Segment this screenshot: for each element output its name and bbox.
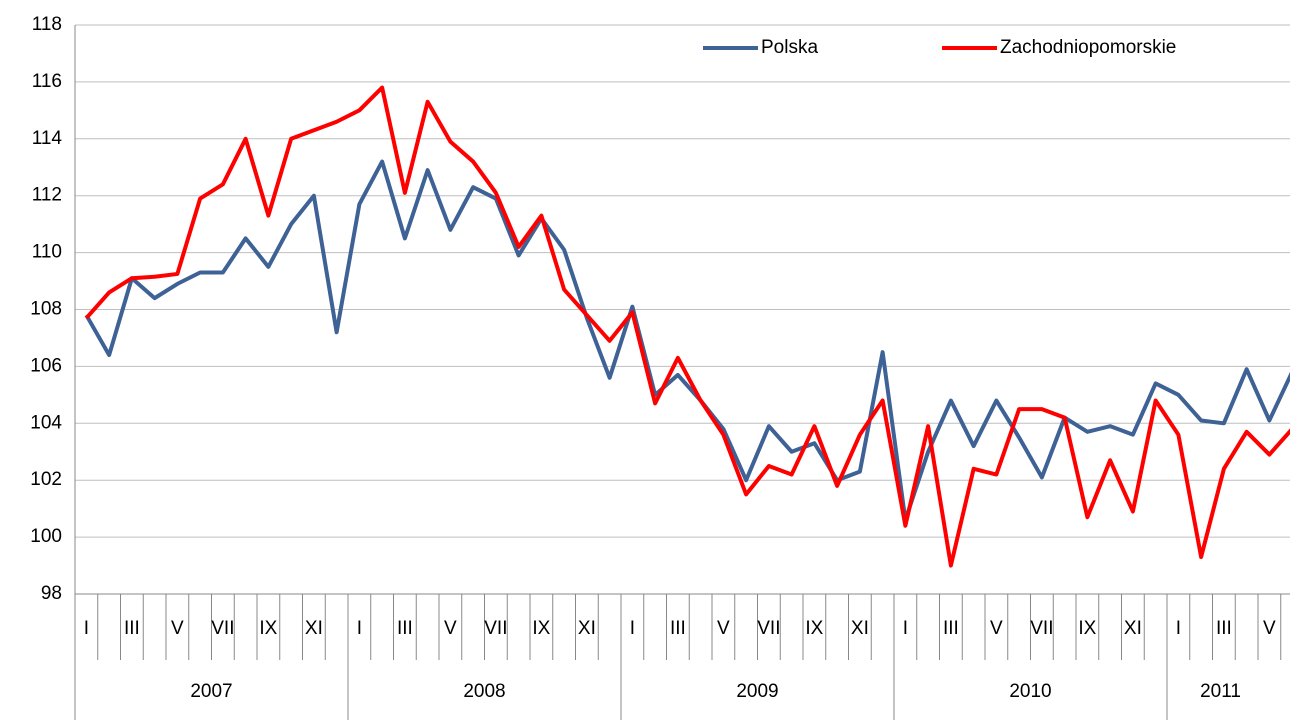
y-tick-label: 118 [32,14,62,35]
x-tick-label: V [1263,618,1276,639]
x-tick-label: V [171,618,184,639]
group-label: 2011 [1200,681,1241,702]
x-tick-label: III [397,618,413,639]
x-tick-label: VII [211,618,234,639]
legend-label: Polska [761,37,818,58]
x-tick-label: V [444,618,457,639]
x-tick-label: IX [1078,618,1096,639]
x-tick-label: IX [259,618,277,639]
y-tick-label: 104 [30,412,62,433]
group-label: 2009 [736,681,778,702]
x-tick-label: VII [1030,618,1053,639]
x-tick-label: VII [484,618,507,639]
x-tick-label: III [124,618,140,639]
x-tick-label: XI [305,618,323,639]
x-tick-label: III [1216,618,1232,639]
y-tick-label: 112 [32,185,62,206]
y-tick-label: 108 [30,299,62,320]
y-tick-label: 106 [30,355,62,376]
x-tick-label: IX [805,618,823,639]
y-tick-label: 110 [32,242,62,263]
group-label: 2007 [190,681,232,702]
x-tick-label: V [990,618,1003,639]
y-tick-label: 100 [30,526,62,547]
group-label: 2010 [1009,681,1051,702]
x-tick-label: I [357,618,362,639]
x-tick-label: I [630,618,635,639]
x-tick-label: V [717,618,730,639]
legend-label: Zachodniopomorskie [1000,37,1176,58]
y-tick-label: 98 [41,583,62,604]
x-tick-label: XI [1124,618,1142,639]
y-tick-label: 116 [32,71,62,92]
y-tick-label: 114 [32,128,63,149]
x-tick-label: I [903,618,908,639]
x-tick-label: IX [532,618,550,639]
group-label: 2008 [463,681,505,702]
x-tick-label: VII [757,618,780,639]
x-tick-label: III [670,618,686,639]
x-tick-label: XI [578,618,596,639]
line-series [84,85,1290,568]
x-tick-label: I [84,618,89,639]
x-tick-label: I [1176,618,1181,639]
y-tick-label: 102 [30,469,62,490]
x-tick-label: XI [851,618,869,639]
line-series [84,159,1290,523]
x-tick-label: III [943,618,959,639]
